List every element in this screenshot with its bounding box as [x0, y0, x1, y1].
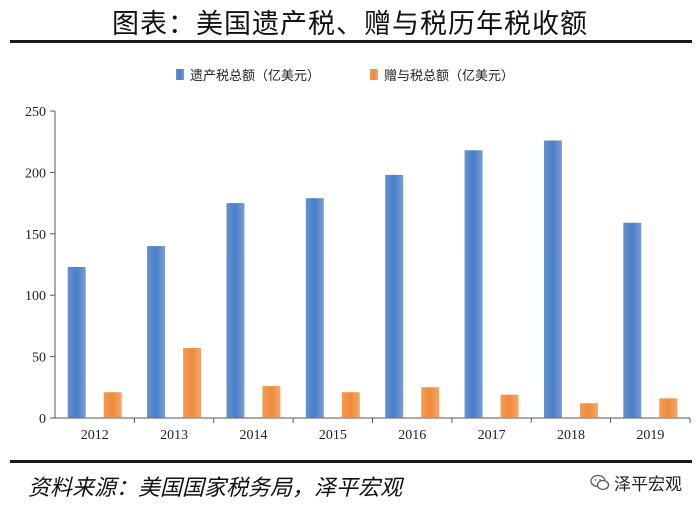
bar-estate-tax — [147, 246, 166, 418]
bar-estate-tax — [385, 174, 404, 418]
bar-gift-tax — [103, 392, 122, 418]
y-tick-label: 0 — [39, 412, 46, 427]
bar-estate-tax — [464, 150, 483, 418]
bar-chart: 遗产税总额（亿美元） 赠与税总额（亿美元） 0 50 100 150 200 250 2012… — [25, 69, 691, 443]
bar-gift-tax — [659, 398, 678, 418]
x-tick-label: 2018 — [557, 428, 585, 443]
y-tick-label: 50 — [32, 351, 46, 366]
bar-estate-tax — [543, 140, 562, 419]
y-tick-label: 100 — [25, 289, 46, 304]
bar-gift-tax — [341, 392, 360, 418]
x-tick-label: 2017 — [478, 428, 506, 443]
bar-gift-tax — [421, 387, 440, 418]
legend-label: 赠与税总额（亿美元） — [384, 69, 514, 84]
wechat-icon — [590, 474, 610, 490]
bar-gift-tax — [500, 394, 519, 418]
bottom-divider — [10, 460, 692, 463]
bar-estate-tax — [305, 198, 324, 418]
bar-estate-tax — [623, 222, 642, 418]
bar-estate-tax — [226, 203, 245, 418]
y-tick-label: 250 — [25, 105, 46, 120]
source-note: 资料来源：美国国家税务局，泽平宏观 — [28, 476, 403, 501]
x-tick-label: 2013 — [160, 428, 188, 443]
y-tick-label: 150 — [25, 228, 46, 243]
bar-estate-tax — [67, 266, 86, 418]
legend: 遗产税总额（亿美元） 赠与税总额（亿美元） — [176, 69, 514, 84]
legend-swatch — [176, 69, 184, 80]
x-tick-label: 2012 — [81, 428, 109, 443]
x-tick-label: 2014 — [239, 428, 267, 443]
bar-gift-tax — [262, 386, 281, 418]
x-tick-label: 2015 — [319, 428, 347, 443]
y-tick-label: 200 — [25, 166, 46, 181]
x-tick-label: 2016 — [398, 428, 426, 443]
brand-name: 泽平宏观 — [614, 475, 682, 495]
bar-gift-tax — [183, 348, 202, 418]
legend-label: 遗产税总额（亿美元） — [190, 69, 320, 84]
bar-gift-tax — [579, 403, 598, 418]
bars — [67, 140, 678, 419]
brand-badge: 泽平宏观 — [590, 470, 682, 495]
top-divider — [10, 40, 692, 43]
x-tick-label: 2019 — [636, 428, 664, 443]
chart-title: 图表：美国遗产税、赠与税历年税收额 — [112, 9, 588, 40]
legend-swatch — [370, 69, 378, 80]
